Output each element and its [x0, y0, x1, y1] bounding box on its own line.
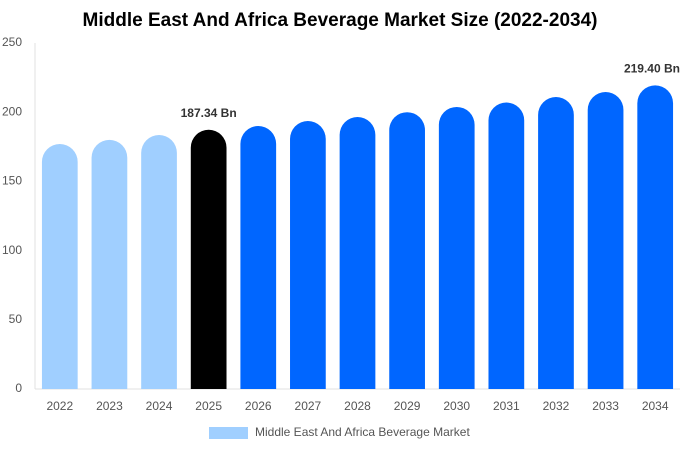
- x-tick-label: 2028: [344, 399, 371, 413]
- y-tick-label: 200: [2, 104, 22, 118]
- bar: [190, 129, 227, 389]
- x-tick-label: 2022: [46, 399, 73, 413]
- bar: [637, 85, 674, 389]
- bar: [141, 135, 177, 389]
- legend-swatch: [209, 427, 248, 439]
- x-tick-label: 2029: [394, 399, 421, 413]
- x-tick-label: 2027: [295, 399, 322, 413]
- bar: [488, 102, 525, 390]
- y-tick-label: 50: [9, 312, 23, 326]
- x-tick-label: 2030: [443, 399, 470, 413]
- chart-title: Middle East And Africa Beverage Market S…: [83, 10, 598, 31]
- x-tick-label: 2024: [146, 399, 173, 413]
- x-tick-label: 2023: [96, 399, 123, 413]
- x-tick-label: 2032: [543, 399, 570, 413]
- bar: [587, 91, 624, 390]
- bar: [91, 139, 128, 389]
- x-tick-label: 2025: [195, 399, 222, 413]
- value-label: 187.34 Bn: [181, 106, 237, 120]
- bar: [389, 112, 425, 389]
- bar: [240, 126, 277, 389]
- legend-label: Middle East And Africa Beverage Market: [255, 425, 470, 439]
- x-tick-label: 2034: [642, 399, 669, 413]
- bar: [41, 144, 78, 389]
- y-tick-label: 150: [2, 174, 22, 188]
- x-tick-label: 2033: [592, 399, 619, 413]
- y-tick-label: 100: [2, 243, 22, 257]
- bar: [339, 117, 376, 389]
- value-label: 219.40 Bn: [624, 62, 680, 76]
- y-tick-label: 0: [15, 381, 22, 395]
- bar: [438, 106, 475, 389]
- x-tick-label: 2026: [245, 399, 272, 413]
- bar: [538, 96, 574, 389]
- bar: [290, 121, 326, 389]
- y-tick-label: 250: [2, 35, 22, 49]
- x-tick-label: 2031: [493, 399, 520, 413]
